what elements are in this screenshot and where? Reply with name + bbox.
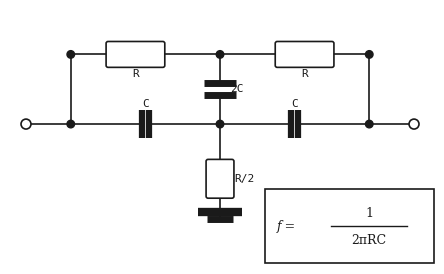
Circle shape	[67, 120, 75, 128]
Text: R: R	[132, 69, 139, 79]
Text: 2C: 2C	[230, 84, 243, 94]
Circle shape	[409, 119, 419, 129]
Bar	[265, 189, 434, 263]
Text: 1: 1	[365, 207, 373, 220]
Text: C: C	[142, 99, 149, 109]
Text: R/2: R/2	[234, 174, 254, 184]
FancyBboxPatch shape	[106, 41, 165, 67]
Text: C: C	[291, 99, 298, 109]
Circle shape	[365, 51, 373, 58]
Text: 2πRC: 2πRC	[352, 235, 387, 247]
FancyBboxPatch shape	[206, 159, 234, 198]
Text: R: R	[301, 69, 308, 79]
Circle shape	[216, 120, 224, 128]
Text: f =: f =	[277, 219, 296, 233]
Circle shape	[216, 51, 224, 58]
Circle shape	[67, 51, 75, 58]
FancyBboxPatch shape	[275, 41, 334, 67]
Circle shape	[21, 119, 31, 129]
Circle shape	[365, 120, 373, 128]
